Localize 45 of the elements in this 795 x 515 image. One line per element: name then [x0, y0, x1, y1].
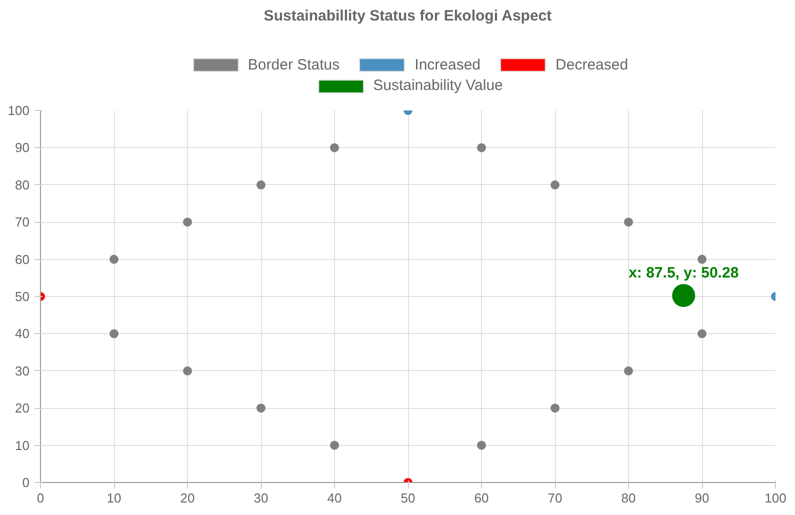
- legend-label: Increased: [414, 56, 481, 73]
- point: [183, 218, 192, 227]
- point: [477, 143, 486, 152]
- x-tick-label: 70: [548, 490, 562, 506]
- y-tick-label: 100: [8, 103, 30, 118]
- point: [256, 404, 266, 413]
- point: [550, 404, 560, 413]
- y-tick-label: 80: [15, 177, 30, 192]
- x-tick-label: 50: [400, 490, 416, 506]
- y-tick-label: 20: [15, 400, 30, 416]
- point: [624, 218, 633, 227]
- x-tick-label: 10: [106, 490, 122, 506]
- x-tick-label: 60: [474, 490, 489, 506]
- point: [330, 440, 339, 450]
- point: [550, 180, 560, 190]
- point: [330, 143, 339, 152]
- x-tick-label: 90: [694, 490, 710, 506]
- point: [698, 254, 706, 264]
- y-tick-label: 60: [15, 252, 30, 267]
- x-tick-label: 0: [36, 490, 44, 506]
- x-tick-label: 20: [180, 490, 195, 506]
- chart-title: Sustainabillity Status for Ekologi Aspect: [264, 8, 552, 24]
- point: [256, 180, 266, 190]
- y-tick-label: 40: [15, 326, 30, 342]
- point: [477, 440, 486, 450]
- point: [183, 366, 192, 376]
- point: [624, 366, 633, 376]
- x-tick-label: 100: [764, 490, 786, 506]
- legend-label: Border Status: [248, 56, 340, 73]
- x-tick-label: 40: [327, 490, 342, 506]
- x-tick-label: 80: [621, 490, 636, 506]
- legend-label: Decreased: [556, 56, 628, 73]
- y-tick-label: 50: [15, 289, 30, 304]
- y-tick-label: 70: [15, 214, 30, 230]
- point: [110, 329, 118, 338]
- y-tick-label: 10: [15, 438, 30, 453]
- point: [698, 329, 706, 338]
- y-tick-label: 0: [22, 475, 30, 490]
- y-tick-label: 90: [15, 140, 30, 156]
- point: [672, 284, 696, 307]
- annotation: x: 87.5, y: 50.28: [628, 264, 739, 282]
- point: [110, 254, 118, 264]
- x-tick-label: 30: [254, 490, 268, 506]
- y-tick-label: 30: [15, 363, 30, 378]
- legend-label: Sustainability Value: [373, 77, 503, 94]
